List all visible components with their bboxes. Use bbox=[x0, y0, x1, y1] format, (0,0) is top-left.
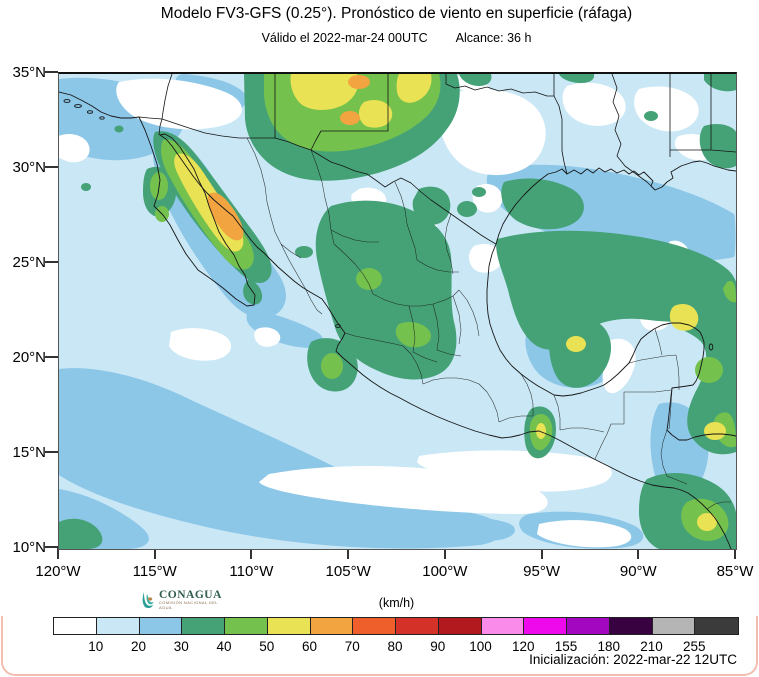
lon-label: 90°W bbox=[619, 563, 657, 580]
lat-tick bbox=[45, 166, 58, 168]
lat-label: 30°N bbox=[12, 159, 46, 176]
legend-cell bbox=[54, 618, 97, 634]
legend-cell bbox=[96, 618, 140, 634]
legend-cell bbox=[139, 618, 183, 634]
conagua-logo-text: CONAGUA bbox=[159, 589, 222, 601]
color-scale-bar bbox=[53, 617, 739, 635]
legend-tick-label: 120 bbox=[511, 639, 535, 654]
lon-tick bbox=[153, 548, 156, 559]
lon-tick bbox=[637, 548, 640, 559]
legend-cell bbox=[695, 618, 738, 634]
lon-tick bbox=[443, 548, 446, 559]
lat-tick bbox=[45, 71, 58, 73]
legend-cell bbox=[481, 618, 525, 634]
legend-tick-label: 60 bbox=[301, 639, 318, 654]
lon-tick bbox=[540, 548, 543, 559]
lon-tick bbox=[250, 548, 253, 559]
lon-label: 95°W bbox=[523, 563, 560, 580]
map-frame: CONAGUA COMISIÓN NACIONAL DEL AGUA bbox=[58, 72, 737, 615]
legend-tick-label: 40 bbox=[216, 639, 232, 654]
legend-cell bbox=[182, 618, 225, 634]
legend-tick-label: 10 bbox=[88, 639, 104, 654]
lon-label: 120°W bbox=[35, 563, 81, 580]
lon-tick bbox=[57, 548, 59, 559]
legend-cell bbox=[567, 618, 610, 634]
lon-label: 110°W bbox=[229, 563, 274, 580]
legend-cell bbox=[396, 618, 439, 634]
lon-tick bbox=[347, 548, 350, 559]
lon-label: 100°W bbox=[422, 563, 468, 580]
legend-tick-label: 20 bbox=[130, 639, 147, 654]
legend-cell bbox=[225, 618, 268, 634]
lat-label: 25°N bbox=[12, 254, 46, 271]
legend-cell bbox=[353, 618, 396, 634]
lon-label: 85°W bbox=[716, 563, 754, 580]
legend-cell bbox=[438, 618, 482, 634]
conagua-logo: CONAGUA COMISIÓN NACIONAL DEL AGUA bbox=[137, 585, 223, 615]
legend-tick-label: 155 bbox=[554, 639, 578, 654]
lat-tick bbox=[45, 546, 58, 548]
forecast-reach-label: Alcance: 36 h bbox=[455, 31, 532, 45]
lon-label: 115°W bbox=[132, 563, 177, 580]
lat-tick bbox=[45, 451, 58, 453]
conagua-logo-icon bbox=[142, 592, 154, 609]
initialization-label: Inicialización: 2022-mar-22 12UTC bbox=[529, 652, 737, 667]
conagua-logo-subtext: COMISIÓN NACIONAL DEL AGUA bbox=[159, 600, 218, 610]
legend-tick-label: 210 bbox=[640, 639, 663, 654]
page-title: Modelo FV3-GFS (0.25°). Pronóstico de vi… bbox=[160, 5, 633, 22]
legend-tick-label: 80 bbox=[387, 639, 403, 654]
legend-tick-label: 50 bbox=[259, 639, 275, 654]
legend-cell bbox=[524, 618, 567, 634]
legend-units-label: (km/h) bbox=[378, 596, 415, 610]
legend-cell bbox=[609, 618, 653, 634]
legend-tick-label: 70 bbox=[344, 639, 360, 654]
page-subtitle: Válido el 2022-mar-24 00UTC Alcance: 36 h bbox=[58, 31, 735, 45]
lat-tick bbox=[45, 261, 58, 263]
lon-label: 105°W bbox=[325, 563, 371, 580]
legend-tick-label: 30 bbox=[173, 639, 189, 654]
legend-tick-label: 100 bbox=[469, 639, 492, 654]
legend-cell bbox=[267, 618, 311, 634]
legend-tick-label: 255 bbox=[682, 639, 706, 654]
legend-cell bbox=[652, 618, 696, 634]
lat-label: 15°N bbox=[12, 444, 46, 461]
lat-label: 10°N bbox=[12, 539, 46, 556]
lon-tick bbox=[734, 548, 736, 559]
valid-time-label: Válido el 2022-mar-24 00UTC bbox=[261, 31, 428, 45]
legend-tick-label: 180 bbox=[597, 639, 621, 654]
legend-cell bbox=[310, 618, 354, 634]
lat-tick bbox=[45, 356, 58, 358]
weather-map-canvas bbox=[59, 74, 736, 549]
legend-tick-label: 90 bbox=[430, 639, 446, 654]
lat-label: 20°N bbox=[12, 349, 46, 366]
lat-label: 35°N bbox=[12, 64, 46, 81]
